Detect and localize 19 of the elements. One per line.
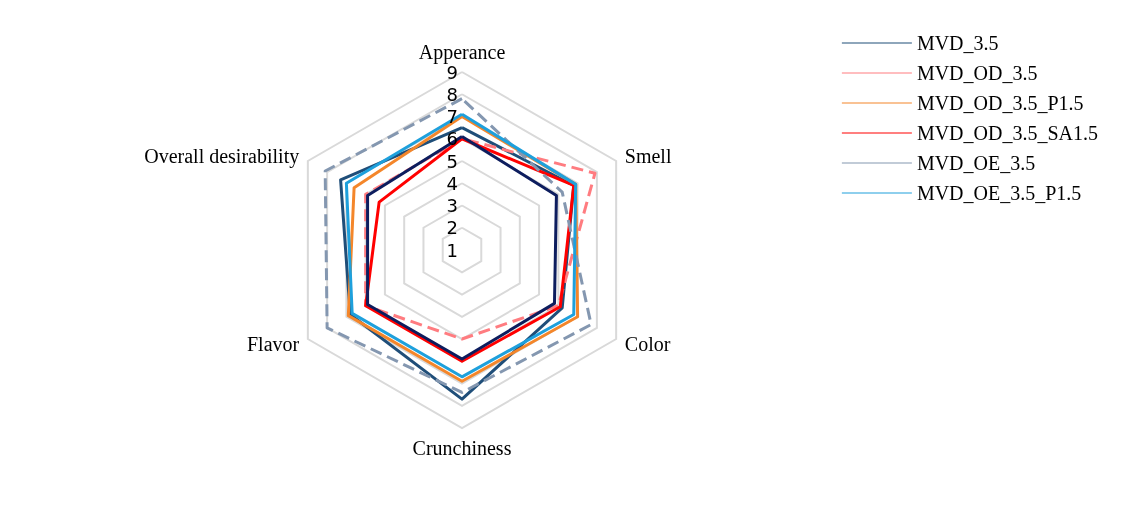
y-tick-label: 5 (446, 150, 458, 172)
y-tick-label: 4 (446, 172, 458, 194)
legend-label: MVD_OE_3.5 (916, 152, 1036, 174)
legend-label: MVD_OE_3.5_P1.5 (916, 182, 1082, 204)
spoke-label: Apperance (418, 41, 506, 64)
y-tick-label: 8 (446, 83, 458, 105)
y-tick-label: 1 (446, 239, 458, 261)
spoke-label: Overall desirability (144, 145, 300, 168)
y-tick-label: 2 (446, 217, 458, 239)
legend-label: MVD_OD_3.5_SA1.5 (916, 122, 1098, 144)
legend-label: MVD_3.5 (916, 32, 999, 54)
y-tick-label: 3 (446, 195, 458, 216)
spoke-label: Smell (624, 145, 672, 167)
legend-label: MVD_OD_3.5_P1.5 (916, 92, 1084, 114)
spoke-label: Crunchiness (412, 437, 512, 459)
spoke-label: Color (624, 333, 671, 355)
y-tick-label: 9 (446, 61, 458, 83)
spoke-label: Flavor (246, 333, 300, 355)
legend-label: MVD_OD_3.5 (916, 62, 1038, 84)
